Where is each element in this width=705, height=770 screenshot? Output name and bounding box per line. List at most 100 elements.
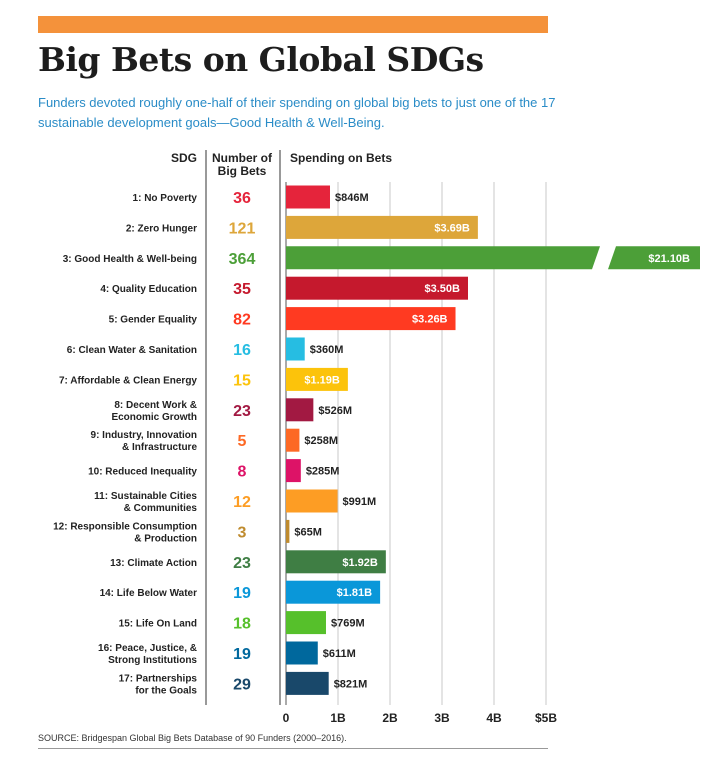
bar [286,276,468,300]
bet-count: 12 [233,494,251,511]
chart-row: 14: Life Below Water 19 $1.81B [100,580,381,604]
bet-count: 36 [233,190,251,207]
header-count: Big Bets [218,164,267,178]
value-label: $846M [335,192,369,204]
bet-count: 29 [233,676,251,693]
bet-count: 35 [233,281,251,298]
sdg-label: 4: Quality Education [100,284,197,295]
value-label: $526M [318,405,352,417]
value-label: $360M [310,344,344,356]
sdg-label: 15: Life On Land [119,619,197,630]
chart-row: 7: Affordable & Clean Energy 15 $1.19B [59,367,348,391]
x-tick-label: $5B [535,711,557,725]
sdg-label: & Infrastructure [122,442,197,453]
sdg-label: 9: Industry, Innovation [91,430,197,441]
bet-count: 23 [233,403,251,420]
sdg-label: 11: Sustainable Cities [94,491,197,502]
bar [286,337,305,361]
chart-row: 16: Peace, Justice, &Strong Institutions… [98,641,356,666]
bet-count: 364 [229,251,256,268]
x-tick-label: 4B [486,711,502,725]
bet-count: 82 [233,312,251,329]
sdg-label: Economic Growth [111,412,197,423]
header-sdg: SDG [171,151,197,165]
value-label: $769M [331,618,365,630]
value-label: $611M [323,648,356,660]
bar [286,519,290,543]
bet-count: 121 [229,220,256,237]
sdg-label: 14: Life Below Water [100,588,198,599]
chart-row: 8: Decent Work &Economic Growth 23 $526M [111,398,352,423]
sdg-label: & Production [134,533,197,544]
chart-row: 6: Clean Water & Sanitation 16 $360M [67,337,344,361]
bet-count: 15 [233,372,251,389]
bar [286,459,301,483]
bar [286,428,300,452]
sdg-label: for the Goals [135,685,197,696]
bar [286,185,330,209]
sdg-label: 16: Peace, Justice, & [98,643,197,654]
sdg-label: 1: No Poverty [133,193,198,204]
bet-count: 18 [233,616,251,633]
header-spending: Spending on Bets [290,151,392,165]
chart-row: 12: Responsible Consumption& Production 3… [53,519,322,544]
bar [286,398,314,422]
chart-rows: 1: No Poverty 36 $846M 2: Zero Hunger 121 $3.… [53,185,700,696]
chart-row: 1: No Poverty 36 $846M [133,185,369,209]
chart-row: 3: Good Health & Well-being 364 $21.10B [63,246,700,270]
x-tick-label: 3B [434,711,450,725]
x-tick-label: 0 [283,711,290,725]
sdg-label: 3: Good Health & Well-being [63,254,197,265]
chart-row: 4: Quality Education 35 $3.50B [100,276,468,300]
sdg-label: 5: Gender Equality [109,315,198,326]
sdg-label: Strong Institutions [108,655,197,666]
header-count: Number of [212,151,273,165]
value-label: $285M [306,466,340,478]
bar [286,580,381,604]
bar [286,489,338,513]
bar [286,307,456,331]
bet-count: 23 [233,555,251,572]
value-label: $1.92B [342,557,378,569]
chart-row: 15: Life On Land 18 $769M [119,611,365,635]
chart-row: 10: Reduced Inequality 8 $285M [88,459,340,483]
sdg-label: 7: Affordable & Clean Energy [59,375,197,386]
value-label: $3.69B [434,222,470,234]
bar-segment [608,246,700,270]
x-axis-ticks: 0 1B 2B 3B 4B $5B [283,711,558,725]
value-label: $991M [343,496,377,508]
chart-row: 13: Climate Action 23 $1.92B [110,550,386,574]
bet-count: 19 [233,646,251,663]
sdg-label: 10: Reduced Inequality [88,467,197,478]
bet-count: 5 [238,433,247,450]
value-label: $21.10B [648,253,690,265]
chart-row: 9: Industry, Innovation& Infrastructure 5… [91,428,338,453]
sdg-label: & Communities [124,503,198,514]
sdg-label: 6: Clean Water & Sanitation [67,345,197,356]
sdg-label: 2: Zero Hunger [126,223,197,234]
source-note: SOURCE: Bridgespan Global Big Bets Datab… [38,733,347,743]
value-label: $65M [294,526,322,538]
chart-row: 5: Gender Equality 82 $3.26B [109,307,456,331]
accent-bar [38,16,548,33]
sdg-label: 17: Partnerships [119,673,198,684]
value-label: $3.26B [412,314,448,326]
bet-count: 8 [238,464,247,481]
bar [286,641,318,665]
bar [286,671,329,695]
bar [286,611,326,635]
value-label: $258M [304,435,338,447]
x-tick-label: 2B [382,711,398,725]
bet-count: 3 [238,524,247,541]
bottom-divider [38,748,548,749]
bar [286,246,600,270]
sdg-label: 13: Climate Action [110,558,197,569]
chart-subtitle: Funders devoted roughly one-half of thei… [38,95,556,130]
sdg-label: 8: Decent Work & [114,400,197,411]
value-label: $1.19B [304,374,340,386]
bar [286,550,386,574]
bet-count: 19 [233,585,251,602]
value-label: $3.50B [425,283,461,295]
